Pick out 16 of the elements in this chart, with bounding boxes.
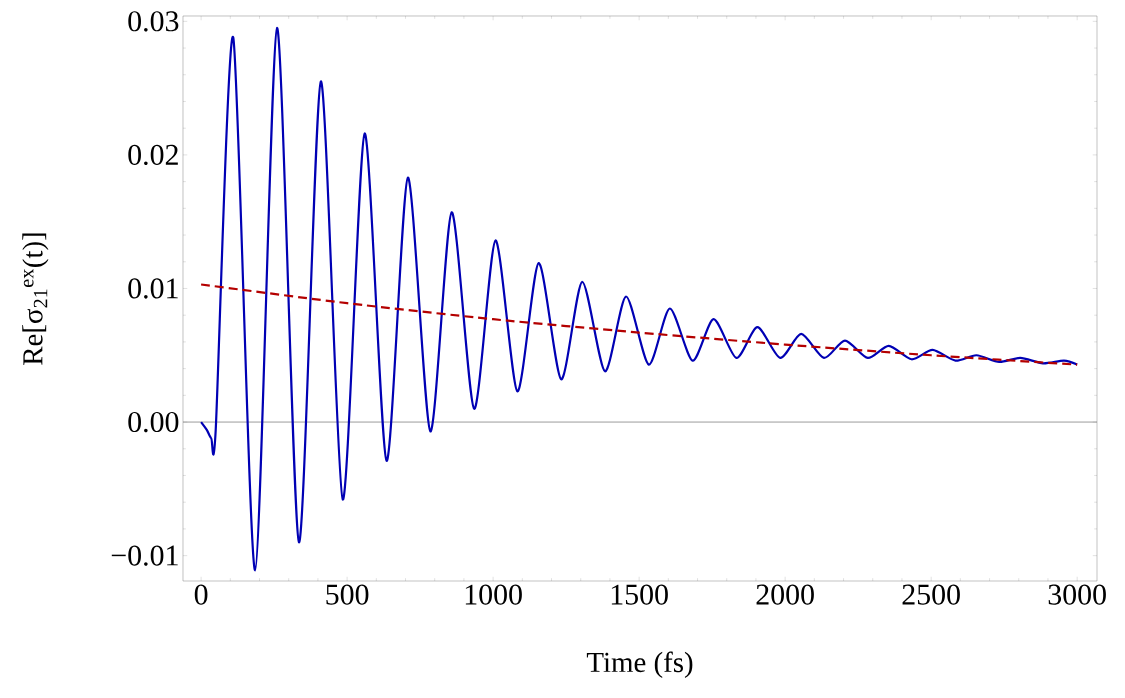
x-tick-label: 3000 [1048,584,1106,605]
x-tick-label: 0 [194,584,208,605]
y-tick-label: 0.01 [128,278,178,299]
x-tick-label: 1500 [611,584,668,605]
x-tick-label: 500 [326,584,369,605]
y-axis-title: Re[σ$_{21}$$^{ex}$(t)] [22,233,49,365]
line-series [200,283,1079,366]
x-tick-label: 2000 [756,584,814,605]
y-tick-label: −0.01 [111,545,178,566]
line-series [200,26,1079,572]
y-tick-label: 0.00 [128,411,179,433]
x-axis-title: Time (fs) [586,651,693,679]
x-tick-label: 2500 [902,584,960,605]
y-tick-label: 0.03 [128,11,179,32]
x-tick-label: 1000 [465,584,522,605]
y-tick-label: 0.02 [128,144,178,166]
